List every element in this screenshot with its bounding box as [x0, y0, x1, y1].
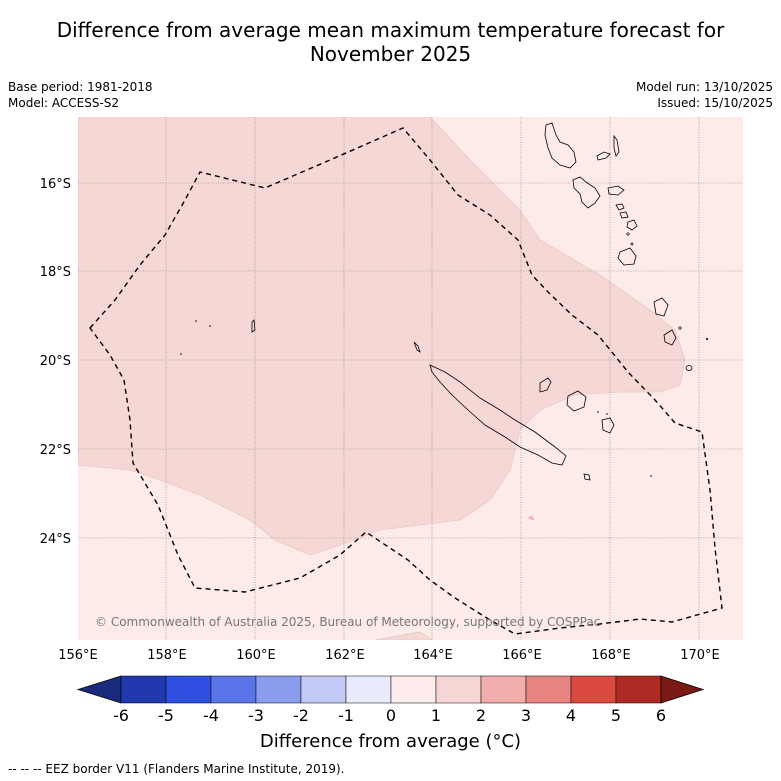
lat-label-16s: 16°S	[40, 177, 71, 192]
colorbar-segment	[525, 675, 572, 704]
lat-label-18s: 18°S	[40, 265, 71, 280]
walpole-island	[685, 365, 693, 371]
lat-label-20s: 20°S	[40, 354, 71, 369]
lon-label-168e: 168°E	[591, 648, 631, 663]
espiritu-santo-island	[544, 122, 577, 169]
ambae-island	[596, 151, 611, 161]
anomaly-spot	[527, 515, 535, 521]
colorbar-tick-label: -1	[338, 706, 354, 725]
islet	[626, 232, 630, 236]
new-caledonia-island	[429, 364, 567, 466]
colorbar-tick-label: -3	[248, 706, 264, 725]
colorbar-segment	[345, 675, 392, 704]
colorbar-segment	[480, 675, 527, 704]
lon-label-156e: 156°E	[58, 648, 98, 663]
anomaly-zone-mid-patch	[374, 631, 433, 640]
colorbar-tick-label: 2	[476, 706, 486, 725]
colorbar-tick-label: 1	[431, 706, 441, 725]
islet	[195, 320, 197, 322]
colorbar-segment	[570, 675, 617, 704]
malekula-island	[572, 176, 601, 209]
copyright-notice: © Commonwealth of Australia 2025, Bureau…	[95, 615, 600, 629]
colorbar-tick-label: -6	[113, 706, 129, 725]
colorbar-segment	[300, 675, 347, 704]
lon-label-160e: 160°E	[236, 648, 276, 663]
colorbar-ticks: -6 -5 -4 -3 -2 -1 0 1 2 3 4 5 6	[113, 706, 666, 725]
shepherd-islands	[619, 211, 629, 219]
colorbar-segment	[435, 675, 482, 704]
chesterfield-islet	[251, 319, 256, 333]
model-run: Model run: 13/10/2025	[635, 80, 773, 94]
colorbar-tick-label: -2	[293, 706, 309, 725]
colorbar-extend-low	[76, 675, 122, 704]
title-line-2: November 2025	[309, 42, 472, 66]
erromango-island	[617, 247, 637, 266]
eez-border	[89, 127, 723, 635]
belep-islands	[413, 341, 421, 353]
lon-label-166e: 166°E	[502, 648, 542, 663]
colorbar-extend-high	[660, 675, 705, 704]
maewo-island	[613, 134, 620, 157]
lifou-island	[566, 390, 587, 412]
metadata-right: Model run: 13/10/2025 Issued: 15/10/2025	[636, 79, 773, 111]
base-period: Base period: 1981-2018	[8, 80, 153, 94]
colorbar-title: Difference from average (°C)	[259, 731, 522, 752]
efate-island	[626, 219, 638, 231]
lon-label-170e: 170°E	[680, 648, 720, 663]
islet	[630, 242, 634, 246]
islet	[678, 326, 682, 330]
islet	[650, 475, 652, 477]
isle-of-pines	[583, 473, 591, 481]
colorbar-segment	[615, 675, 662, 704]
latitude-labels: 16°S 18°S 20°S 22°S 24°S	[40, 177, 71, 547]
longitude-labels: 156°E 158°E 160°E 162°E 164°E 166°E 168°…	[58, 648, 720, 663]
colorbar-tick-label: 6	[656, 706, 666, 725]
colorbar-segment	[165, 675, 212, 704]
lon-label-164e: 164°E	[413, 648, 453, 663]
colorbar-segment	[255, 675, 302, 704]
lat-label-22s: 22°S	[40, 443, 71, 458]
islet	[597, 411, 599, 413]
lat-label-24s: 24°S	[40, 532, 71, 547]
colorbar-tick-label: 0	[386, 706, 396, 725]
map-plot-area: © Commonwealth of Australia 2025, Bureau…	[78, 117, 743, 640]
ouvea-island	[539, 377, 552, 393]
colorbar-tick-label: 3	[521, 706, 531, 725]
anomaly-zone-mid	[78, 117, 686, 556]
islet	[706, 338, 708, 340]
islet	[209, 325, 211, 327]
tanna-island	[653, 297, 669, 317]
epi-island	[615, 203, 625, 211]
colorbar-tick-label: 5	[611, 706, 621, 725]
aneityum-island	[663, 329, 677, 346]
colorbar-segment	[210, 675, 257, 704]
islet	[180, 353, 182, 355]
model-name: Model: ACCESS-S2	[8, 96, 120, 110]
graticule	[78, 117, 743, 640]
lon-label-162e: 162°E	[325, 648, 365, 663]
map-title: Difference from average mean maximum tem…	[0, 18, 781, 66]
eez-footnote: -- -- -- EEZ border V11 (Flanders Marine…	[8, 762, 345, 776]
lon-label-158e: 158°E	[147, 648, 187, 663]
mare-island	[601, 417, 615, 434]
issued-date: Issued: 15/10/2025	[657, 96, 773, 110]
islet	[606, 413, 608, 415]
title-line-1: Difference from average mean maximum tem…	[56, 18, 725, 42]
colorbar-segment	[390, 675, 437, 704]
colorbar-tick-label: 4	[566, 706, 576, 725]
colorbar-tick-label: -5	[158, 706, 174, 725]
colorbar-segment	[120, 675, 167, 704]
ambrym-island	[607, 185, 625, 196]
metadata-left: Base period: 1981-2018 Model: ACCESS-S2	[8, 79, 153, 111]
colorbar-tick-label: -4	[203, 706, 219, 725]
colorbar	[76, 675, 705, 704]
